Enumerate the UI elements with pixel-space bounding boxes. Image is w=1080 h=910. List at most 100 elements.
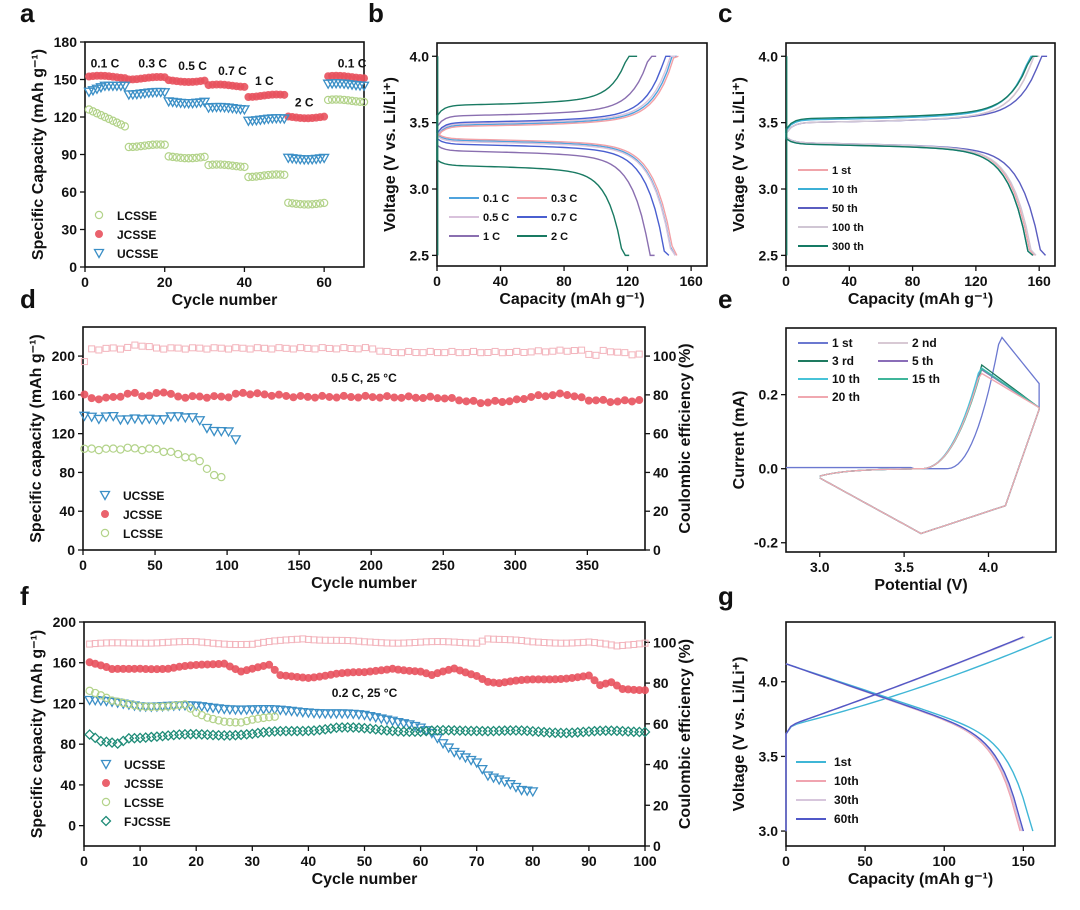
data-point: [215, 426, 227, 437]
series-lcsse: [84, 95, 369, 209]
data-point: [529, 638, 537, 646]
data-point: [633, 726, 645, 738]
legend-label: 1 C: [483, 231, 500, 243]
data-point: [336, 709, 348, 720]
legend-label: UCSSE: [124, 758, 165, 772]
data-point: [243, 640, 251, 648]
data-point: [570, 392, 579, 401]
data-point: [246, 705, 258, 716]
data-point: [89, 732, 101, 744]
data-point: [483, 398, 492, 407]
charge-curve-0.5C: [436, 55, 676, 137]
data-point: [325, 344, 333, 352]
data-point: [256, 171, 265, 181]
data-point: [86, 412, 98, 423]
data-point: [327, 636, 335, 644]
data-point: [181, 393, 190, 402]
y-tick-label: 180: [54, 34, 78, 50]
data-point: [208, 160, 217, 169]
data-point: [84, 105, 94, 114]
panel-letter-f: f: [20, 581, 29, 611]
data-point: [288, 636, 296, 644]
y-axis-title: Specific capacity (mAh g⁻¹): [29, 630, 46, 839]
data-point: [228, 161, 237, 170]
legend-label: JCSSE: [124, 777, 163, 791]
data-point: [455, 349, 463, 357]
data-point: [440, 394, 449, 403]
data-point: [263, 705, 275, 715]
data-point: [335, 95, 345, 104]
discharge-curve-0.5C: [436, 133, 676, 256]
data-point: [145, 391, 154, 400]
data-point: [361, 391, 370, 400]
data-point: [195, 456, 204, 466]
legend-marker-ucsse: [100, 759, 112, 770]
rate-label: 0.1 C: [91, 57, 120, 71]
x-tick-label: 350: [576, 557, 600, 573]
data-point: [150, 415, 163, 426]
data-point: [606, 398, 615, 407]
data-point: [450, 638, 458, 646]
data-point: [318, 344, 326, 352]
data-point: [186, 704, 195, 713]
x-tick-label: 250: [432, 557, 456, 573]
data-point: [132, 142, 142, 151]
data-point: [383, 639, 391, 647]
data-point: [456, 638, 464, 646]
data-point: [231, 718, 240, 727]
data-point: [212, 160, 221, 169]
data-point: [246, 390, 255, 399]
data-point: [375, 393, 384, 402]
data-point: [314, 724, 326, 736]
y-tick-label: 4.0: [759, 674, 779, 690]
charge-curve-0.1C: [436, 55, 677, 138]
data-point: [439, 638, 447, 646]
data-point: [548, 391, 557, 400]
condition-label: 0.2 C, 25 °C: [332, 686, 398, 700]
data-point: [596, 639, 604, 647]
data-point: [268, 345, 276, 353]
data-point: [592, 396, 601, 405]
data-point: [568, 639, 576, 647]
data-point: [116, 392, 125, 401]
data-point: [639, 726, 651, 738]
data-point: [104, 114, 114, 124]
data-point: [394, 639, 402, 647]
y-tick-label: -0.2: [754, 535, 778, 551]
data-point: [340, 344, 348, 352]
data-point: [159, 639, 167, 647]
y2-axis-title: Coulombic efficiency (%): [677, 639, 694, 829]
data-point: [574, 639, 582, 647]
y-tick-label: 200: [53, 614, 77, 630]
data-point: [209, 470, 219, 480]
data-point: [238, 388, 247, 397]
data-point: [235, 705, 247, 716]
plot-frame: [785, 327, 1057, 553]
data-point: [297, 707, 309, 718]
data-point: [181, 638, 189, 646]
plot-frame: [83, 621, 646, 847]
data-point: [188, 153, 197, 163]
data-point: [541, 392, 550, 401]
data-point: [354, 345, 362, 353]
y2-tick-label: 40: [653, 464, 669, 480]
data-point: [94, 445, 104, 455]
data-point: [366, 638, 374, 646]
legend-label: LCSSE: [123, 527, 163, 541]
data-point: [311, 345, 319, 353]
data-point: [620, 396, 629, 405]
data-point: [280, 706, 292, 717]
y2-tick-label: 80: [653, 675, 669, 691]
data-point: [80, 444, 89, 453]
data-point: [152, 444, 161, 454]
discharge-curve-1st: [785, 663, 1034, 832]
data-point: [158, 702, 167, 711]
data-point: [314, 709, 326, 720]
data-point: [383, 347, 391, 355]
data-point: [140, 141, 149, 150]
data-point: [433, 394, 442, 403]
data-point: [278, 114, 290, 125]
data-point: [194, 416, 206, 427]
x-tick-label: 3.0: [810, 559, 830, 575]
x-tick-label: 300: [504, 557, 528, 573]
